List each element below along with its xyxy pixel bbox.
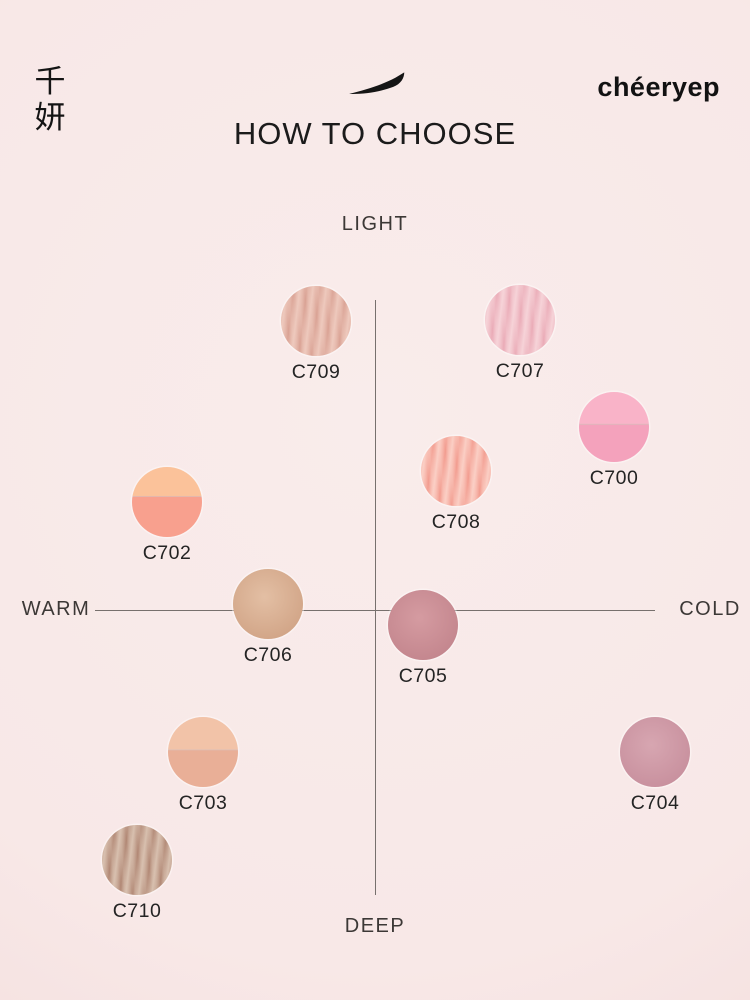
axis-label-deep: DEEP — [344, 915, 406, 937]
axis-label-cold: COLD — [679, 598, 741, 620]
swatch-label-C705: C705 — [398, 665, 448, 687]
swatch-C707 — [485, 285, 555, 355]
swatch-label-C708: C708 — [431, 511, 481, 533]
swatch-C704 — [620, 717, 690, 787]
swatch-label-C707: C707 — [495, 360, 545, 382]
swatch-label-C704: C704 — [630, 792, 680, 814]
brand-cn-char-2: 妍 — [34, 100, 66, 136]
swatch-C705 — [388, 590, 458, 660]
swatch-label-C710: C710 — [112, 900, 162, 922]
swatch-C708 — [421, 436, 491, 506]
page-title: HOW TO CHOOSE — [233, 116, 517, 151]
brand-logo-en: chéeryep — [597, 72, 720, 102]
brand-logo-cn: 千 妍 — [30, 64, 70, 136]
vertical-axis-line — [375, 300, 376, 895]
swatch-label-C706: C706 — [243, 644, 293, 666]
brand-cn-char-1: 千 — [34, 64, 66, 100]
swatch-C709 — [281, 286, 351, 356]
swatch-C703 — [168, 717, 238, 787]
swatch-C710 — [102, 825, 172, 895]
swatch-label-C709: C709 — [291, 361, 341, 383]
swatch-label-C703: C703 — [178, 792, 228, 814]
axis-label-light: LIGHT — [341, 213, 409, 235]
swatch-label-C702: C702 — [142, 542, 192, 564]
swatch-label-C700: C700 — [589, 467, 639, 489]
swatch-C700 — [579, 392, 649, 462]
horizontal-axis-line — [95, 610, 655, 611]
swatch-C706 — [233, 569, 303, 639]
axis-label-warm: WARM — [21, 598, 91, 620]
calligraphy-stroke-icon — [348, 70, 406, 98]
swatch-C702 — [132, 467, 202, 537]
